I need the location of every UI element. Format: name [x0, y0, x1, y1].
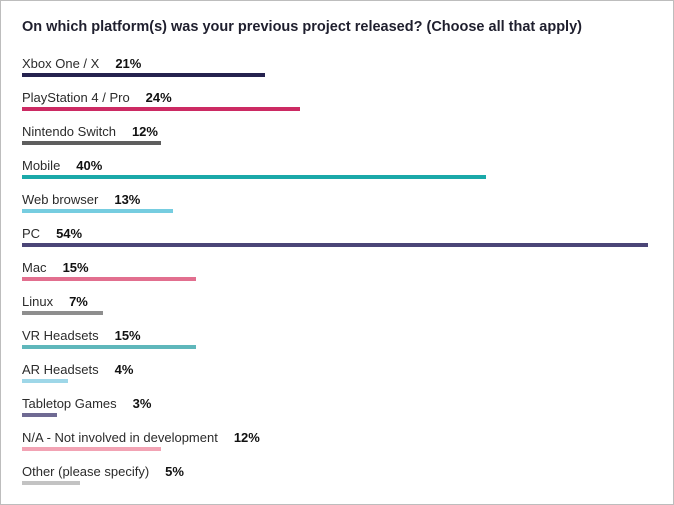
value-label: 54% [56, 226, 83, 241]
category-label: N/A - Not involved in development [22, 430, 218, 445]
value-label: 13% [114, 192, 141, 207]
bar-label-line: Mac 15% [22, 260, 89, 276]
chart-title: On which platform(s) was your previous p… [22, 19, 582, 35]
bar-row: VR Headsets 15% [22, 328, 662, 358]
bar [22, 481, 80, 485]
category-label: Tabletop Games [22, 396, 117, 411]
bar [22, 311, 103, 315]
bar-row: N/A - Not involved in development 12% [22, 430, 662, 460]
bar-label-line: VR Headsets 15% [22, 328, 141, 344]
bar-row: Nintendo Switch 12% [22, 124, 662, 154]
value-label: 5% [165, 464, 184, 479]
bar-row: PlayStation 4 / Pro 24% [22, 90, 662, 120]
bar-row: PC 54% [22, 226, 662, 256]
category-label: Mac [22, 260, 47, 275]
category-label: Xbox One / X [22, 56, 100, 71]
bar-row: Web browser 13% [22, 192, 662, 222]
bar-label-line: N/A - Not involved in development 12% [22, 430, 260, 446]
bar [22, 243, 648, 247]
bar-row: Tabletop Games 3% [22, 396, 662, 426]
category-label: Mobile [22, 158, 61, 173]
bar [22, 345, 196, 349]
bar-label-line: Linux 7% [22, 294, 88, 310]
category-label: Linux [22, 294, 54, 309]
bar [22, 73, 265, 77]
bar [22, 447, 161, 451]
bar [22, 141, 161, 145]
bar-row: Mobile 40% [22, 158, 662, 188]
bar-row: Xbox One / X 21% [22, 56, 662, 86]
value-label: 7% [69, 294, 88, 309]
category-label: PC [22, 226, 41, 241]
bar-label-line: Mobile 40% [22, 158, 102, 174]
bar [22, 413, 57, 417]
value-label: 12% [233, 430, 260, 445]
bar [22, 209, 173, 213]
value-label: 21% [115, 56, 142, 71]
bar-label-line: Other (please specify) 5% [22, 464, 184, 480]
bar [22, 175, 486, 179]
bar-label-line: PC 54% [22, 226, 82, 242]
bar [22, 379, 68, 383]
value-label: 4% [114, 362, 134, 377]
bar-label-line: Tabletop Games 3% [22, 396, 151, 412]
category-label: Web browser [22, 192, 99, 207]
bar-row: Other (please specify) 5% [22, 464, 662, 494]
bar-label-line: Nintendo Switch 12% [22, 124, 158, 140]
bar-label-line: Web browser 13% [22, 192, 140, 208]
bar-label-line: AR Headsets 4% [22, 362, 133, 378]
bar-row: Linux 7% [22, 294, 662, 324]
category-label: AR Headsets [22, 362, 99, 377]
bar [22, 277, 196, 281]
bar-label-line: Xbox One / X 21% [22, 56, 141, 72]
value-label: 12% [131, 124, 158, 139]
value-label: 15% [114, 328, 141, 343]
bar [22, 107, 300, 111]
bar-row: Mac 15% [22, 260, 662, 290]
category-label: Nintendo Switch [22, 124, 116, 139]
bar-label-line: PlayStation 4 / Pro 24% [22, 90, 172, 106]
value-label: 24% [145, 90, 172, 105]
value-label: 15% [62, 260, 89, 275]
value-label: 3% [132, 396, 152, 411]
category-label: VR Headsets [22, 328, 99, 343]
value-label: 40% [76, 158, 103, 173]
category-label: PlayStation 4 / Pro [22, 90, 130, 105]
bar-row: AR Headsets 4% [22, 362, 662, 392]
category-label: Other (please specify) [22, 464, 150, 479]
